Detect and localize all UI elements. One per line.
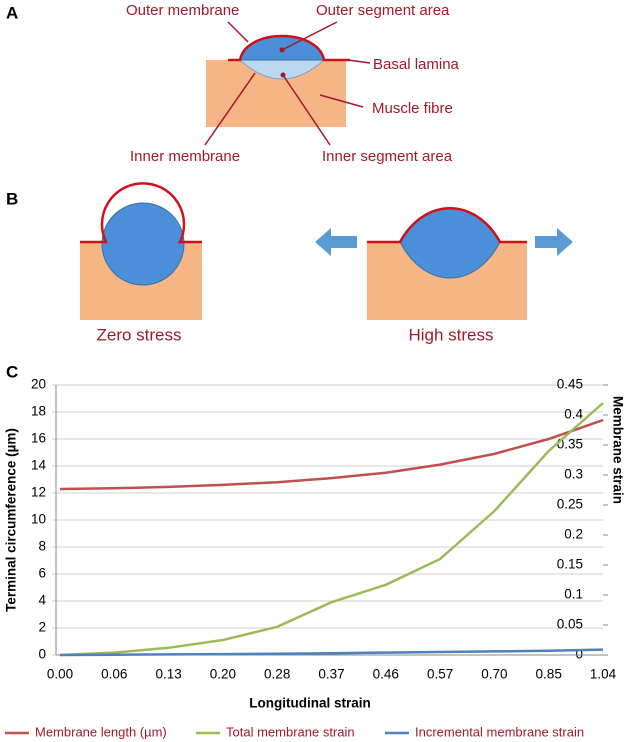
panel-label: A (6, 3, 18, 22)
y2-tick-label: 0.05 (557, 617, 583, 632)
segment (101, 202, 185, 286)
series-line (59, 402, 604, 657)
arrow (315, 228, 357, 256)
label: Outer membrane (126, 2, 239, 19)
x-tick-label: 0.46 (373, 667, 399, 682)
x-tick-label: 0.57 (427, 667, 453, 682)
caption: Zero stress (96, 325, 181, 344)
y2-axis-title: Membrane strain (610, 396, 625, 504)
y2-tick-label: 0.35 (557, 437, 583, 452)
y-axis-title: Terminal circumference (µm) (4, 428, 19, 612)
x-tick-label: 0.06 (101, 667, 127, 682)
y2-tick-label: 0.1 (564, 587, 583, 602)
y-tick-label: 4 (38, 593, 46, 608)
membrane (367, 207, 527, 244)
outer-membrane (228, 34, 350, 62)
y-tick-label: 10 (31, 512, 46, 527)
y2-tick-label: 0.2 (564, 527, 583, 542)
y-tick-label: 12 (31, 485, 46, 500)
y2-tick-label: 0.15 (557, 557, 583, 572)
label: Inner membrane (130, 148, 240, 165)
legend-label: Total membrane strain (226, 724, 355, 739)
pointer-lines (204, 21, 371, 146)
y-tick-label: 8 (38, 539, 46, 554)
series-line (59, 418, 604, 491)
y-tick-label: 0 (38, 647, 46, 662)
x-tick-label: 0.00 (47, 667, 73, 682)
label: Muscle fibre (372, 100, 453, 117)
caption: High stress (408, 325, 493, 344)
point (279, 47, 285, 53)
x-tick-label: 0.13 (155, 667, 181, 682)
y-tick-label: 16 (31, 431, 46, 446)
panel-label: C (6, 362, 18, 381)
y-tick-label: 2 (38, 620, 46, 635)
x-tick-label: 0.85 (536, 667, 562, 682)
y-tick-label: 14 (31, 458, 47, 473)
y2-tick-label: 0.3 (564, 467, 583, 482)
x-tick-label: 1.04 (590, 667, 617, 682)
y2-tick-label: 0.4 (564, 407, 583, 422)
label: Basal lamina (373, 56, 460, 73)
x-tick-label: 0.70 (481, 667, 507, 682)
y-tick-label: 18 (31, 404, 46, 419)
legend-label: Incremental membrane strain (415, 724, 584, 739)
x-tick-label: 0.28 (264, 667, 290, 682)
y2-tick-label: 0.25 (557, 497, 583, 512)
panel-label: B (6, 189, 18, 208)
y2-tick-label: 0 (575, 647, 583, 662)
membrane (80, 182, 202, 244)
series-line (59, 648, 604, 657)
y-tick-label: 6 (38, 566, 46, 581)
label: Inner segment area (322, 148, 453, 165)
x-axis-title: Longitudinal strain (249, 696, 371, 711)
y-tick-label: 20 (31, 377, 46, 392)
point (280, 72, 286, 78)
label: Outer segment area (316, 2, 450, 19)
y2-tick-label: 0.45 (557, 377, 583, 392)
legend-label: Membrane length (µm) (35, 724, 167, 739)
x-tick-label: 0.20 (210, 667, 236, 682)
arrow (535, 228, 573, 256)
x-tick-label: 0.37 (318, 667, 344, 682)
